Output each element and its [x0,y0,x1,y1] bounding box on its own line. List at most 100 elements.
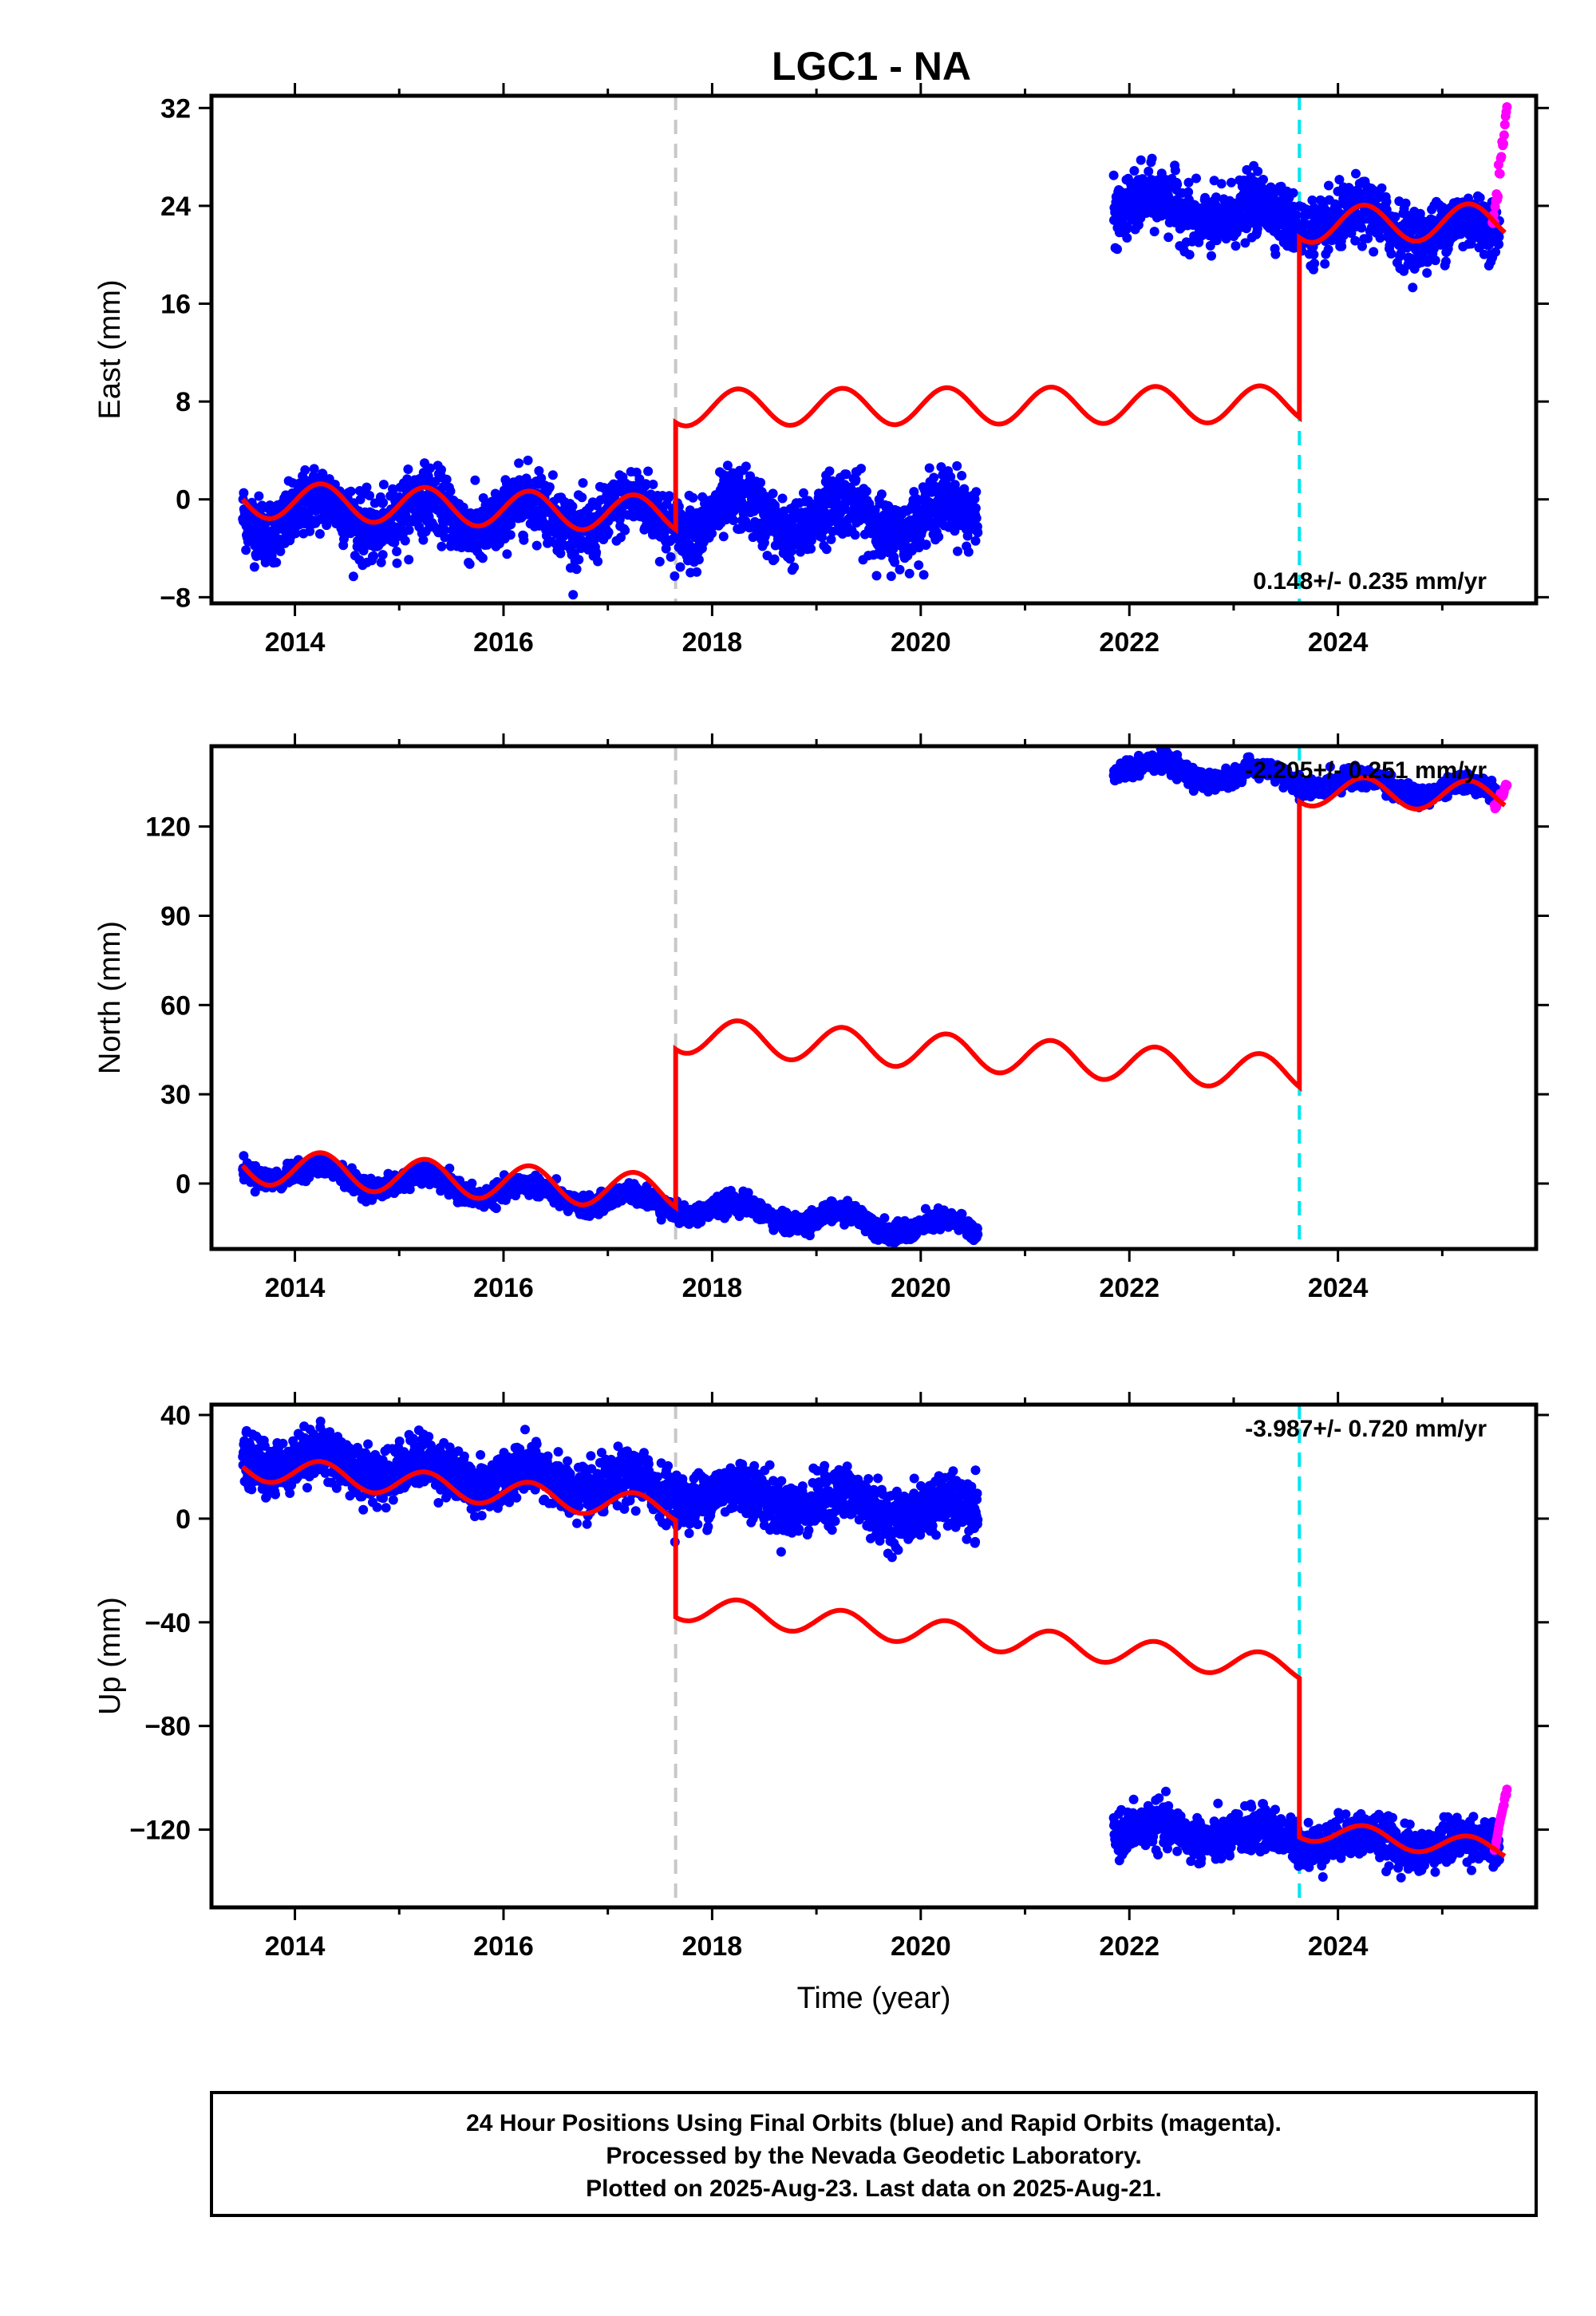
east-final-point [1375,233,1385,243]
east-final-point [1491,247,1501,257]
east-final-point [886,571,896,581]
east-final-point [404,555,414,565]
east-final-point [1122,233,1132,243]
east-rapid-point [1499,130,1509,140]
east-final-point [477,553,488,563]
east-final-point [768,488,778,499]
east-final-point [376,557,386,567]
east-final-point [1302,210,1313,219]
east-final-point [403,464,413,474]
east-final-point [470,475,480,485]
east-final-point [722,460,733,471]
east-final-point [1184,250,1195,260]
east-final-point [1172,180,1183,189]
east-final-point [1129,166,1140,176]
east-final-point [514,458,524,468]
east-final-point [547,470,558,480]
north-final-point [250,1187,260,1197]
north-final-point [467,1178,477,1188]
east-final-point [1211,192,1221,203]
east-final-point [300,465,310,475]
east-final-point [971,513,982,524]
east-final-point [505,530,516,540]
east-rapid-point [1496,152,1507,162]
east-final-point [936,462,946,472]
east-final-point [1466,239,1476,249]
east-final-point [777,493,788,504]
east-final-point [392,558,402,568]
east-final-point [806,536,816,546]
east-final-point [851,475,861,485]
east-final-point [1291,210,1302,220]
east-final-point [756,477,766,488]
east-x-tick-label: 2016 [473,627,534,658]
east-final-point [1386,249,1396,259]
east-final-point [914,560,924,571]
east-final-point [1430,255,1440,266]
east-final-point [861,486,871,496]
east-final-point [365,491,375,500]
east-final-point [358,546,369,555]
east-final-point [654,556,665,567]
east-final-point [1231,241,1241,251]
east-final-point [413,514,424,524]
east-y-tick-label: −8 [160,583,191,613]
east-final-point [1108,170,1119,180]
east-final-point [1440,256,1451,267]
east-final-point [593,556,603,567]
east-final-point [1350,235,1361,246]
east-final-point [1494,239,1504,250]
east-final-point [425,463,436,473]
east-final-point [1163,232,1174,243]
east-final-point [1357,241,1367,251]
east-final-point [1227,177,1236,188]
east-rapid-point [1499,139,1508,149]
east-final-point [1337,241,1347,251]
east-final-point [578,478,588,488]
east-final-point [378,480,389,490]
east-final-point [1309,249,1319,259]
east-x-tick-label: 2024 [1308,627,1369,658]
east-final-point [970,536,981,546]
east-final-point [241,545,251,555]
east-final-point [392,547,402,556]
east-final-point [1334,175,1345,185]
east-model-line [240,201,1507,535]
east-final-point [934,532,944,542]
east-final-point [531,540,542,551]
east-final-point [599,483,609,493]
east-final-point [568,590,579,600]
east-rapid-point [1495,168,1505,179]
east-final-point [571,564,582,575]
east-final-point [1183,177,1194,188]
east-final-point [946,472,956,482]
east-final-point [502,549,512,559]
east-final-point [1240,238,1250,248]
east-final-point [824,466,835,476]
east-final-point [970,503,981,513]
east-final-point [924,463,934,473]
east-final-point [787,546,796,556]
east-final-point [437,464,446,475]
east-final-point [275,546,286,556]
east-final-point [895,564,905,575]
east-y-tick-label: 8 [176,387,191,417]
east-final-point [856,464,867,474]
east-final-point [1144,166,1154,176]
east-final-point [641,479,651,489]
east-final-point [1136,155,1146,165]
east-final-point [799,488,808,498]
east-final-point [921,539,931,550]
east-final-point [239,488,249,498]
north-panel: 2014 2016 2018 2020 2022 20240306090120North … [93,733,1549,1303]
east-final-point [400,536,410,546]
east-final-point [567,501,578,512]
east-final-point [523,455,533,465]
east-final-point [1209,176,1219,186]
east-y-axis-label: East (mm) [93,279,127,419]
east-y-tick-label: 16 [160,290,191,320]
east-final-point [890,557,900,567]
east-final-point [519,535,529,545]
east-y-tick-label: 0 [176,485,191,516]
